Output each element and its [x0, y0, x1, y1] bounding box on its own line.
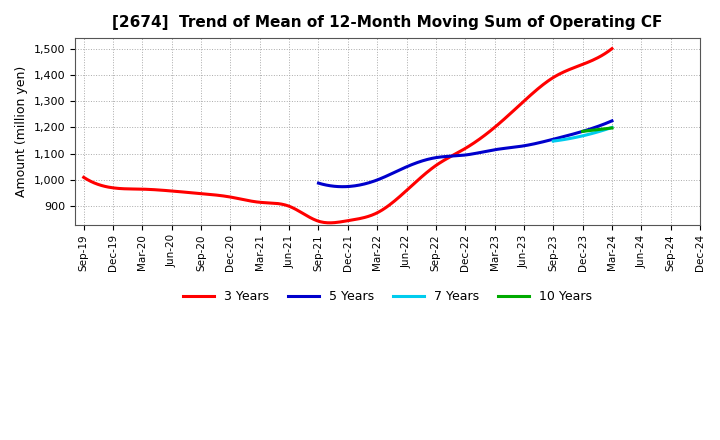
10 Years	[595, 127, 604, 132]
7 Years	[605, 126, 613, 131]
5 Years	[581, 128, 590, 133]
3 Years	[608, 46, 616, 51]
7 Years	[562, 136, 571, 142]
5 Years	[338, 184, 347, 189]
10 Years	[608, 125, 616, 131]
Line: 10 Years: 10 Years	[582, 128, 612, 132]
3 Years	[81, 176, 90, 181]
Line: 3 Years: 3 Years	[84, 48, 612, 223]
Line: 7 Years: 7 Years	[553, 128, 612, 141]
3 Years	[526, 92, 535, 98]
3 Years	[395, 194, 404, 199]
10 Years	[585, 128, 594, 133]
Line: 5 Years: 5 Years	[318, 121, 612, 187]
5 Years	[495, 147, 503, 152]
3 Years	[394, 195, 402, 201]
Y-axis label: Amount (million yen): Amount (million yen)	[15, 66, 28, 197]
7 Years	[560, 137, 569, 142]
5 Years	[608, 118, 616, 124]
5 Years	[314, 180, 323, 186]
10 Years	[593, 127, 602, 132]
3 Years	[79, 175, 88, 180]
3 Years	[405, 186, 413, 191]
10 Years	[578, 129, 587, 134]
7 Years	[549, 139, 557, 144]
10 Years	[606, 125, 614, 131]
Title: [2674]  Trend of Mean of 12-Month Moving Sum of Operating CF: [2674] Trend of Mean of 12-Month Moving …	[112, 15, 662, 30]
5 Years	[490, 147, 498, 153]
Legend: 3 Years, 5 Years, 7 Years, 10 Years: 3 Years, 5 Years, 7 Years, 10 Years	[178, 285, 597, 308]
5 Years	[489, 147, 498, 153]
5 Years	[562, 133, 571, 139]
10 Years	[606, 125, 615, 131]
5 Years	[315, 181, 324, 186]
3 Years	[560, 69, 569, 74]
7 Years	[603, 126, 611, 132]
7 Years	[584, 132, 593, 137]
7 Years	[579, 133, 588, 138]
7 Years	[608, 125, 616, 130]
10 Years	[584, 128, 593, 133]
3 Years	[325, 220, 333, 225]
